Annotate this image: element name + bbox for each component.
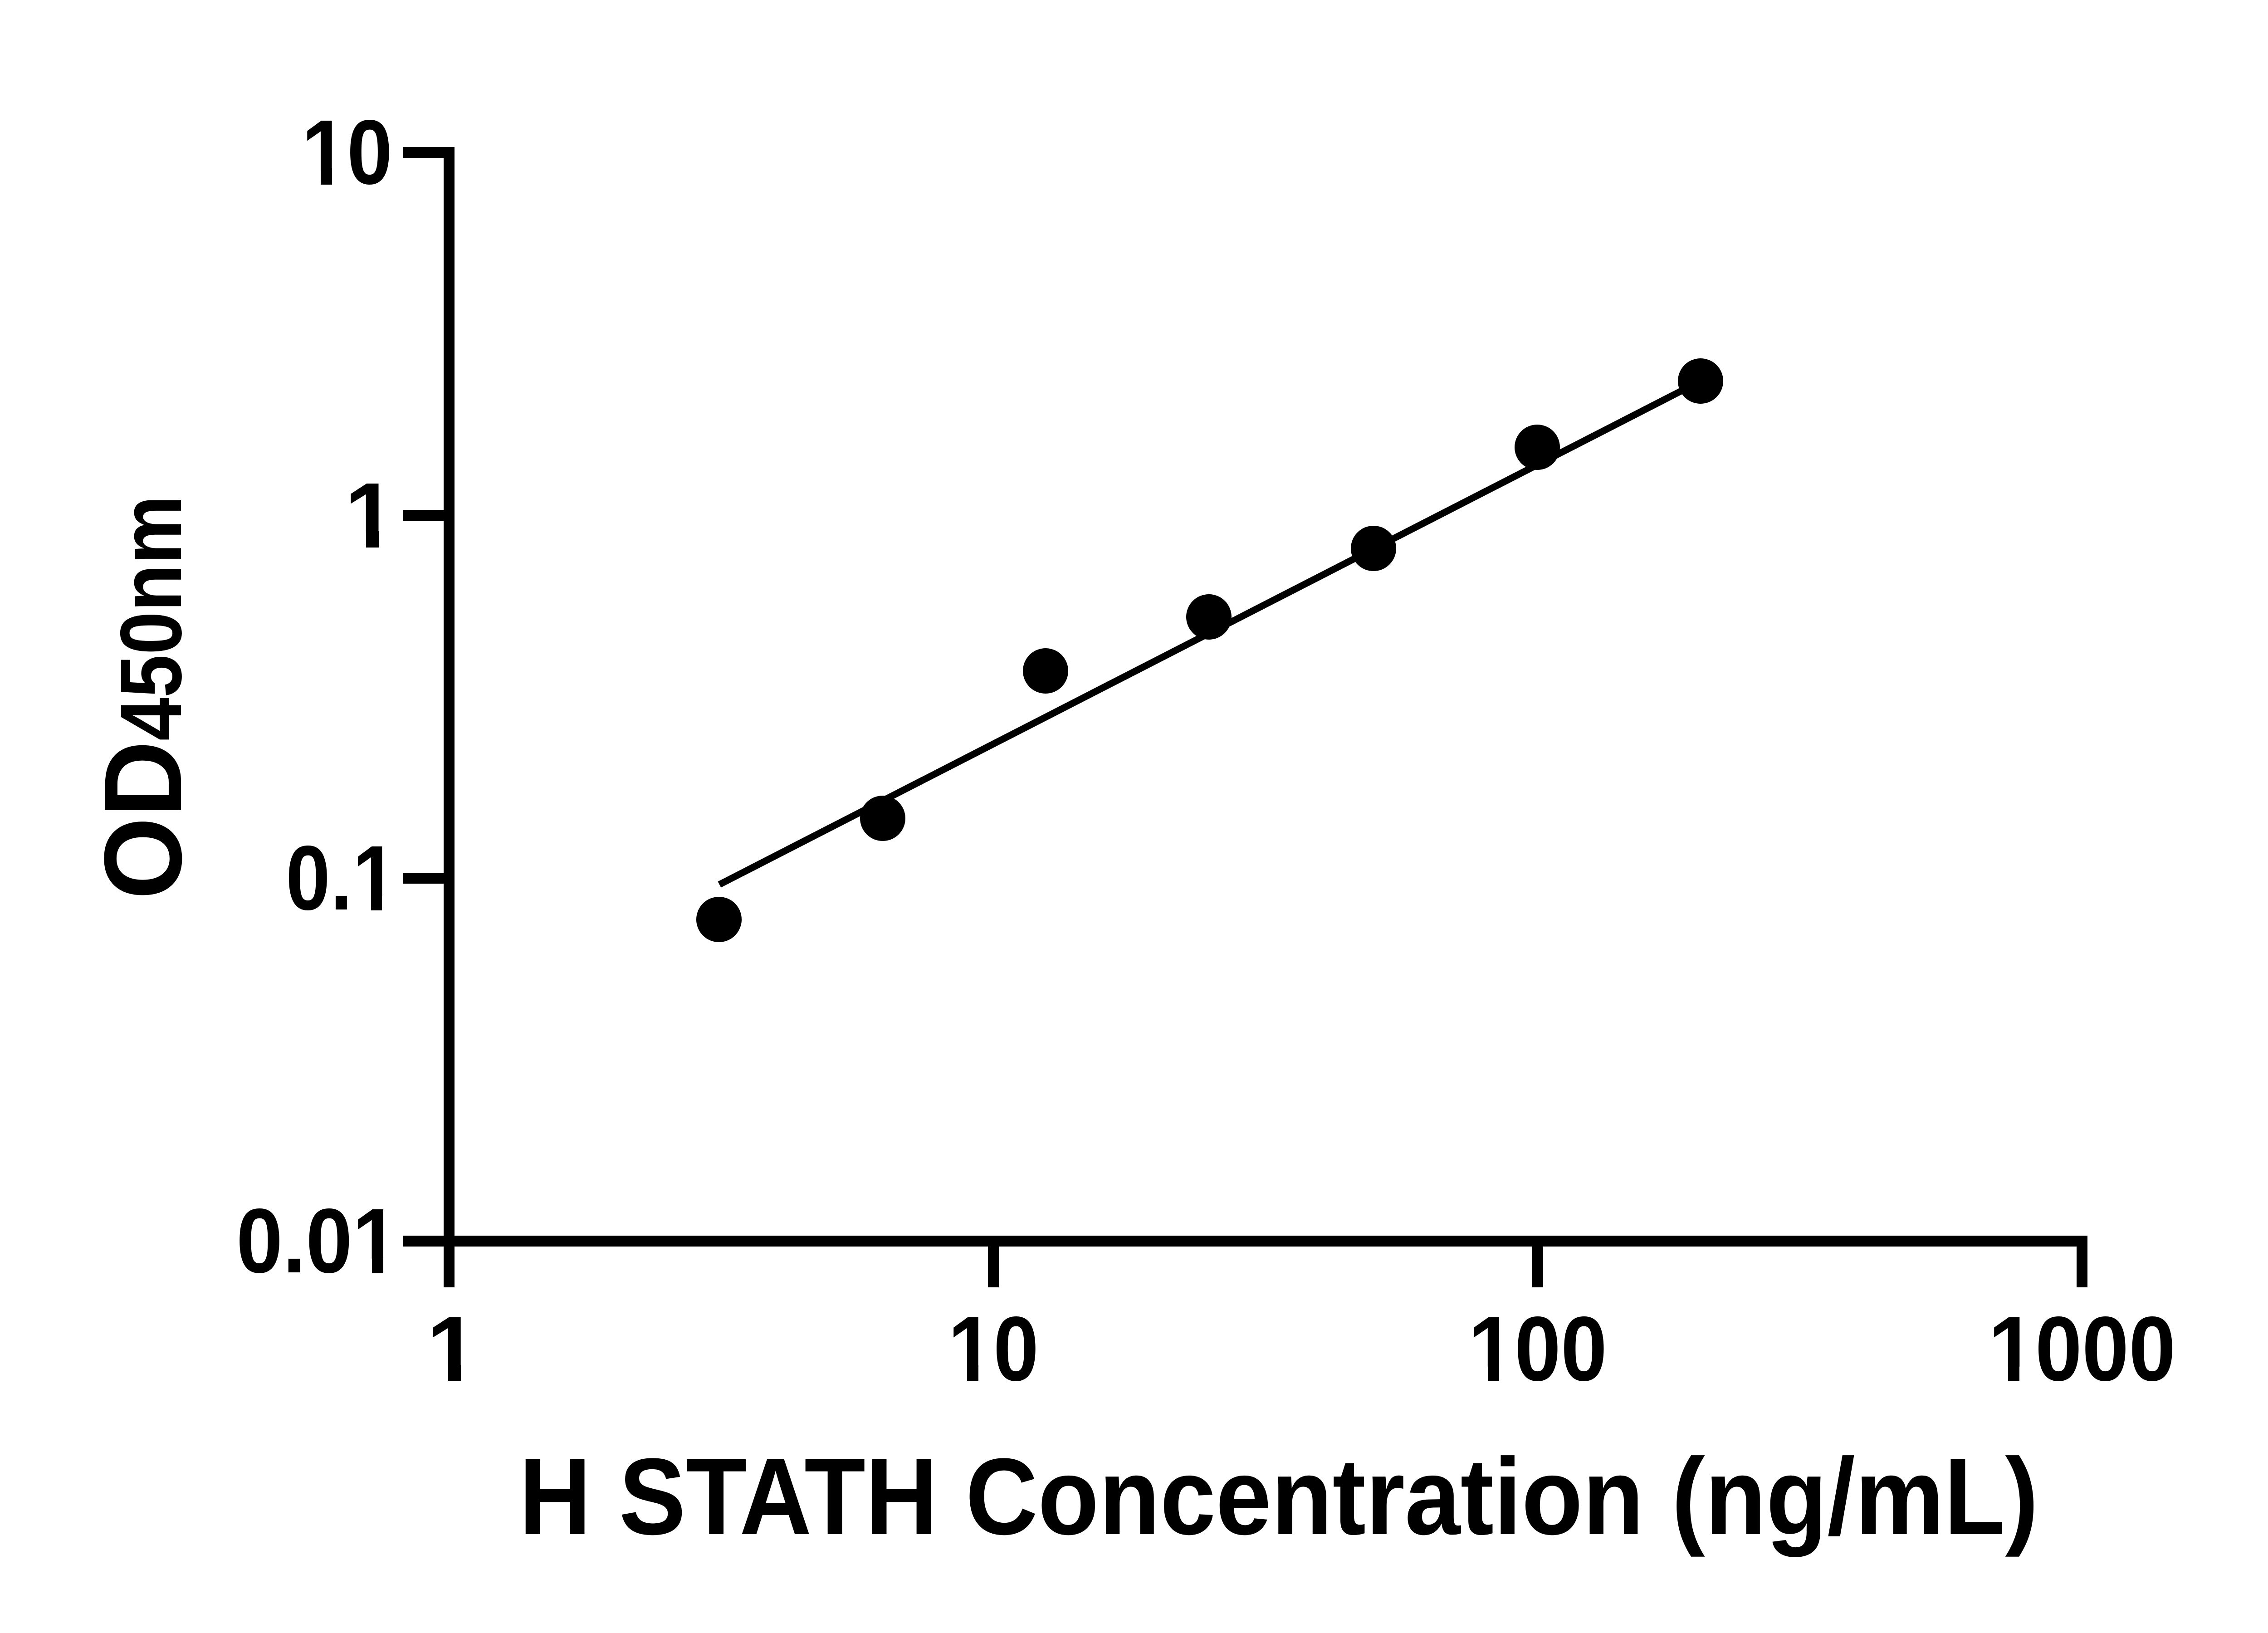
svg-text:0.1: 0.1: [286, 826, 397, 929]
svg-text:10: 10: [948, 1297, 1039, 1400]
svg-text:0.01: 0.01: [236, 1189, 399, 1292]
svg-text:H STATH Concentration (ng/mL): H STATH Concentration (ng/mL): [519, 1436, 2038, 1557]
svg-text:450nm: 450nm: [102, 495, 200, 741]
svg-text:10: 10: [302, 101, 392, 203]
svg-text:1000: 1000: [1989, 1297, 2176, 1400]
svg-text:1: 1: [345, 464, 396, 566]
svg-text:1: 1: [427, 1297, 478, 1400]
svg-text:100: 100: [1468, 1297, 1607, 1400]
svg-text:OD: OD: [82, 741, 205, 900]
